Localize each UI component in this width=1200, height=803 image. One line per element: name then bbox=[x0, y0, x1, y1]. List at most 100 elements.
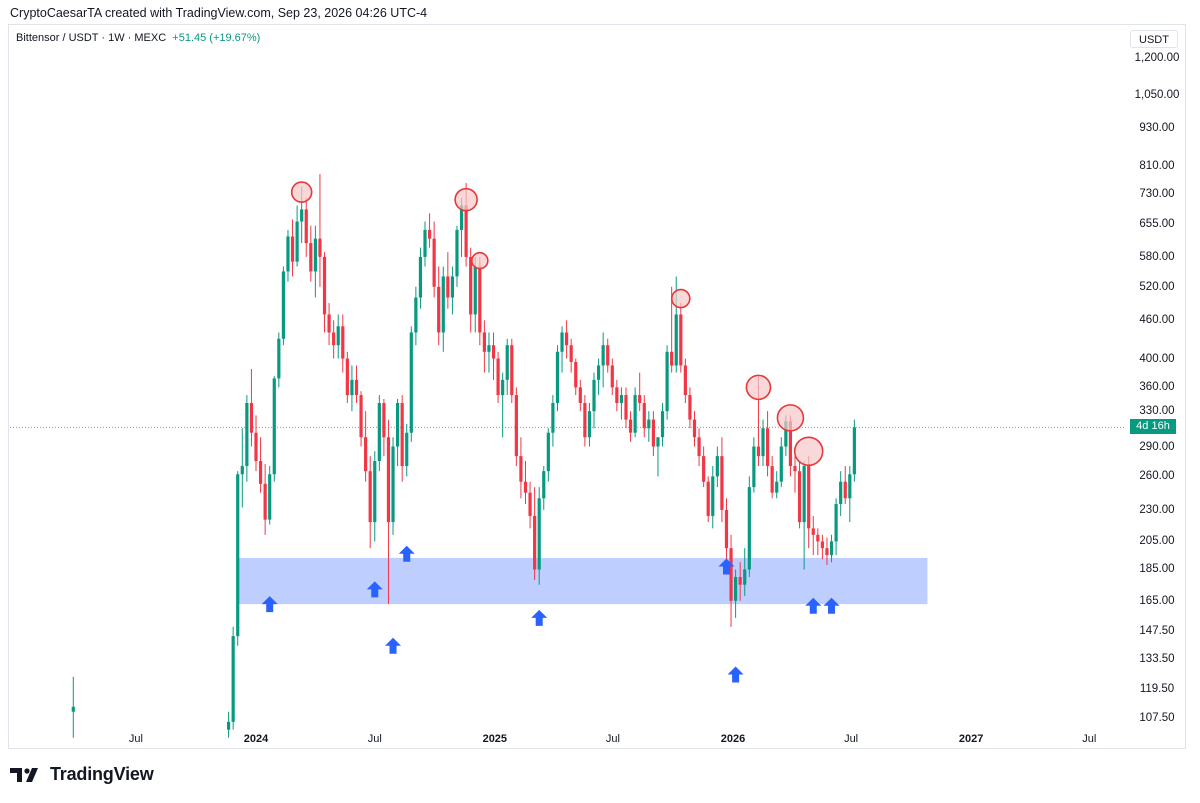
candle-body bbox=[473, 266, 477, 315]
candle-body bbox=[555, 351, 560, 404]
candle-body bbox=[706, 481, 710, 516]
candle-body bbox=[450, 276, 455, 298]
candle-body bbox=[793, 466, 797, 472]
y-tick-label: 400.00 bbox=[1139, 352, 1175, 365]
candle-body bbox=[642, 403, 646, 429]
candle-body bbox=[231, 636, 235, 722]
x-tick-label: Jul bbox=[367, 733, 382, 745]
candle-body bbox=[788, 421, 793, 467]
currency-selector[interactable]: USDT bbox=[1130, 30, 1178, 48]
price-change: +51.45 (+19.67%) bbox=[172, 32, 261, 44]
x-tick-label: Jul bbox=[128, 733, 143, 745]
candle-body bbox=[350, 379, 354, 396]
candle-body bbox=[487, 345, 491, 352]
candle-body bbox=[743, 569, 747, 585]
candle-body bbox=[638, 395, 642, 404]
candle-body bbox=[628, 419, 633, 433]
candle-body bbox=[263, 483, 267, 520]
candle-body bbox=[455, 229, 459, 277]
x-tick-label: 2026 bbox=[720, 733, 746, 745]
x-tick-label: Jul bbox=[1082, 733, 1097, 745]
candle-body bbox=[688, 395, 692, 420]
x-tick-label: 2027 bbox=[958, 733, 984, 745]
candle-body bbox=[697, 437, 701, 457]
candle-body bbox=[409, 332, 413, 433]
candle-body bbox=[400, 403, 404, 467]
y-tick-label: 930.00 bbox=[1139, 121, 1175, 134]
candle-body bbox=[546, 432, 550, 472]
candle-body bbox=[610, 365, 614, 388]
candle-body bbox=[679, 314, 683, 366]
candle-body bbox=[660, 411, 665, 438]
candle-body bbox=[395, 403, 400, 447]
candle-body bbox=[606, 345, 610, 366]
y-tick-label: 165.00 bbox=[1139, 594, 1175, 607]
candle-body bbox=[446, 276, 450, 298]
candle-body bbox=[405, 432, 409, 467]
y-tick-label: 147.50 bbox=[1139, 625, 1175, 638]
candle-body bbox=[295, 221, 299, 262]
candle-body bbox=[373, 461, 377, 523]
candle-body bbox=[692, 419, 697, 438]
candle-body bbox=[359, 395, 363, 438]
y-tick-label: 360.00 bbox=[1139, 381, 1175, 394]
x-tick-label: 2025 bbox=[482, 733, 508, 745]
candle-body bbox=[670, 351, 674, 366]
candle-body bbox=[332, 332, 336, 346]
candle-body bbox=[478, 266, 482, 333]
candle-body bbox=[720, 456, 724, 510]
y-tick-label: 205.00 bbox=[1139, 535, 1175, 548]
candle-body bbox=[829, 541, 834, 556]
candle-body bbox=[514, 395, 518, 457]
candle-body bbox=[656, 437, 660, 447]
footer-logo[interactable]: TradingView bbox=[10, 764, 154, 785]
candle-body bbox=[505, 345, 509, 380]
candle-body bbox=[583, 403, 587, 438]
candle-body bbox=[423, 229, 427, 257]
candle-body bbox=[277, 338, 281, 379]
support-arrow-icon bbox=[366, 581, 383, 598]
candle-body bbox=[258, 461, 263, 484]
candle-body bbox=[427, 229, 432, 239]
candle-body bbox=[300, 209, 304, 222]
candle-body bbox=[711, 476, 715, 516]
resistance-marker bbox=[670, 288, 691, 309]
candle-body bbox=[341, 326, 345, 359]
candle-body bbox=[802, 466, 806, 523]
candle-body bbox=[240, 466, 244, 475]
candle-body bbox=[418, 256, 423, 298]
y-tick-label: 107.50 bbox=[1139, 712, 1175, 724]
candle-body bbox=[807, 466, 811, 529]
candle-body bbox=[459, 205, 464, 230]
resistance-marker bbox=[471, 251, 489, 270]
candle-body bbox=[752, 446, 756, 488]
candle-body bbox=[633, 395, 637, 433]
y-tick-label: 230.00 bbox=[1139, 503, 1175, 516]
candle-body bbox=[565, 332, 569, 346]
candle-body bbox=[542, 471, 546, 499]
candle-body bbox=[345, 358, 349, 396]
candle-body bbox=[811, 528, 815, 535]
candle-body bbox=[775, 481, 779, 493]
candle-body bbox=[533, 515, 537, 570]
candle-body bbox=[414, 297, 418, 333]
candle-body bbox=[779, 446, 783, 482]
candle-body bbox=[482, 332, 486, 352]
candle-body bbox=[368, 471, 372, 523]
y-tick-label: 260.00 bbox=[1139, 470, 1175, 483]
candle-body bbox=[619, 395, 624, 404]
y-tick-label: 1,050.00 bbox=[1134, 88, 1180, 101]
candle-body bbox=[820, 541, 824, 549]
candle-body bbox=[674, 314, 678, 366]
y-tick-label: 520.00 bbox=[1139, 280, 1175, 293]
candle-body bbox=[226, 721, 231, 730]
candle-body bbox=[290, 236, 295, 262]
y-tick-label: 290.00 bbox=[1139, 440, 1175, 453]
candle-body bbox=[843, 481, 847, 499]
candle-body bbox=[596, 365, 601, 380]
support-arrow-icon bbox=[823, 597, 840, 614]
y-tick-label: 730.00 bbox=[1139, 187, 1175, 200]
candle-body bbox=[770, 466, 774, 493]
resistance-marker bbox=[776, 404, 805, 432]
